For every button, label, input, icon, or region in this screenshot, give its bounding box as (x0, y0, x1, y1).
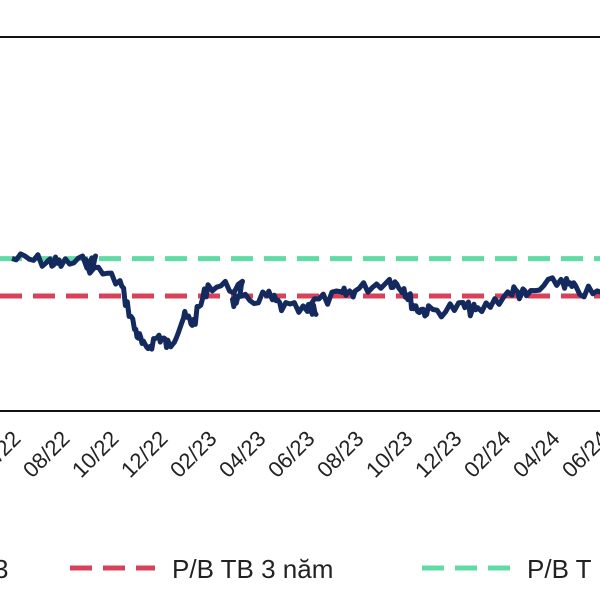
x-tick-label: 12/22 (116, 426, 173, 483)
legend-label-3: P/B T (527, 554, 592, 584)
legend: 3 P/B TB 3 năm P/B T (0, 554, 592, 584)
x-tick-label: 02/24 (459, 426, 516, 483)
x-tick-label: 06/22 (0, 426, 26, 483)
x-tick-label: 06/24 (557, 426, 600, 483)
legend-item-2: P/B TB 3 năm (70, 554, 333, 584)
legend-label-2: P/B TB 3 năm (172, 554, 333, 584)
x-tick-label: 02/23 (165, 426, 222, 483)
x-tick-label: 08/22 (18, 426, 75, 483)
x-tick-label: 06/23 (263, 426, 320, 483)
legend-label-1: 3 (0, 554, 8, 584)
x-tick-label: 10/22 (67, 426, 124, 483)
x-tick-label: 04/23 (214, 426, 271, 483)
x-axis-ticks: 06/2208/2210/2212/2202/2304/2306/2308/23… (0, 426, 600, 483)
x-tick-label: 04/24 (508, 426, 565, 483)
x-tick-label: 08/23 (312, 426, 369, 483)
legend-item-3: P/B T (422, 554, 592, 584)
legend-item-1: 3 (0, 554, 8, 584)
x-tick-label: 10/23 (361, 426, 418, 483)
x-tick-label: 12/23 (410, 426, 467, 483)
series-line-pb (11, 251, 600, 352)
